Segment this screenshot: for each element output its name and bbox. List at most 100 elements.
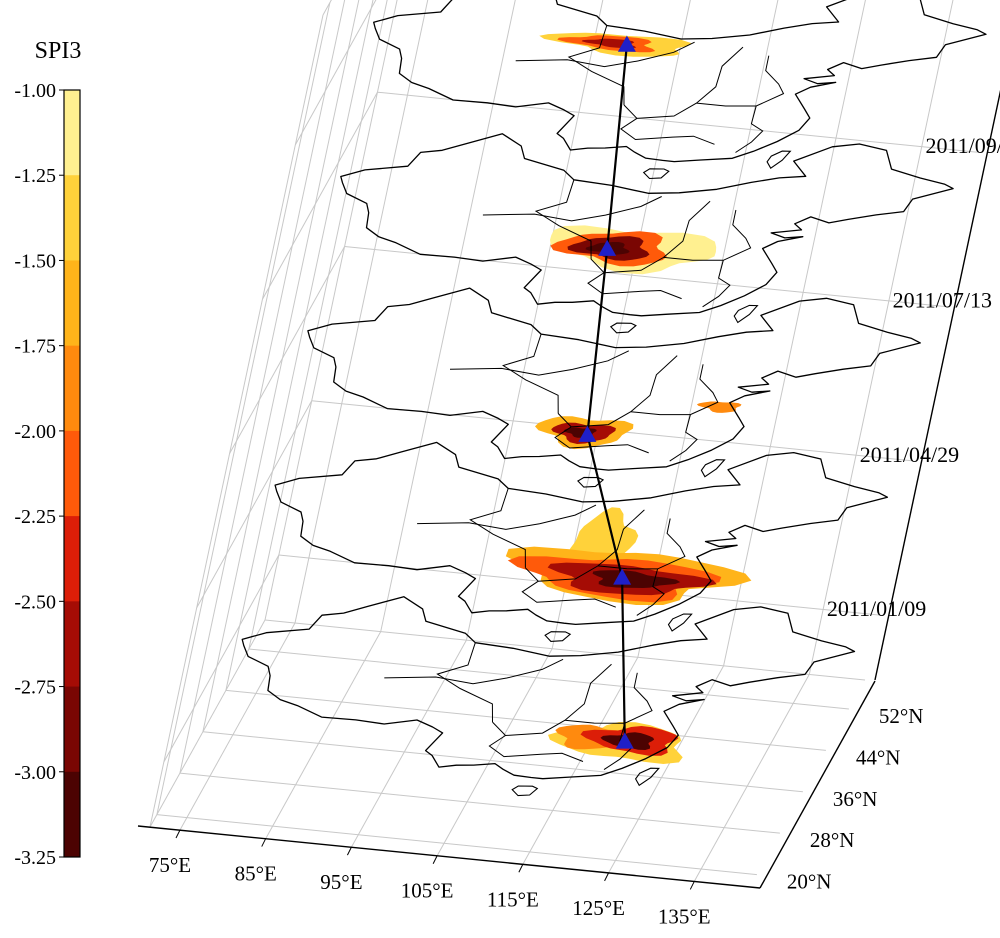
x-tick-mark: [175, 829, 181, 839]
china-boundary: [274, 441, 889, 626]
x-tick-label: 115°E: [487, 887, 539, 911]
interior-boundary: [436, 642, 493, 723]
y-tick-label: 28°N: [810, 828, 855, 852]
x-tick-label: 125°E: [572, 896, 625, 920]
colorbar-tick-label: -1.25: [14, 165, 56, 187]
interior-boundary: [521, 580, 616, 608]
grid-line-floor: [265, 631, 382, 839]
x-tick-mark: [689, 881, 695, 890]
interior-boundary: [564, 672, 653, 724]
colorbar-segment: [64, 175, 80, 261]
colorbar-frame: [63, 89, 81, 858]
interior-boundary: [696, 55, 785, 107]
colorbar-tick-label: -2.50: [14, 591, 56, 613]
colorbar-segment: [64, 686, 80, 773]
x-tick-mark: [604, 872, 610, 882]
colorbar-tick-label: -3.25: [14, 847, 56, 869]
interior-boundary: [587, 272, 682, 300]
interior-boundary: [449, 350, 630, 376]
colorbar-tick-label: -2.25: [14, 506, 56, 528]
trajectory-marker: [613, 568, 632, 585]
colorbar-segment: [64, 345, 80, 432]
colorbar-tick-label: -2.00: [14, 421, 56, 443]
grid-line-left-horizontal: [163, 554, 280, 763]
taiwan-outline: [667, 613, 693, 632]
x-tick-mark: [261, 838, 267, 847]
pane-edge: [149, 619, 266, 828]
z-axis-line: [874, 89, 1000, 681]
grid-line-floor: [693, 674, 810, 882]
trajectory-marker: [615, 732, 634, 749]
grid-line-left-vertical: [202, 0, 360, 732]
taiwan-outline: [700, 459, 726, 478]
interior-boundary: [636, 568, 665, 616]
interior-boundary: [735, 105, 764, 153]
interior-boundary: [620, 117, 715, 145]
taiwan-outline: [634, 767, 660, 787]
colorbar-segment: [64, 771, 80, 858]
trajectory-marker: [598, 239, 617, 256]
interior-boundary: [554, 426, 649, 454]
y-tick-label: 20°N: [787, 870, 832, 894]
interior-boundary: [482, 196, 662, 222]
grid-line-left-vertical: [225, 0, 374, 691]
pane-edge: [264, 619, 866, 681]
interior-boundary: [663, 209, 752, 261]
grid-line-left-vertical: [248, 0, 388, 650]
grid-line-floor: [179, 772, 780, 834]
x-tick-mark: [346, 846, 352, 856]
interior-boundary: [502, 333, 559, 414]
interior-boundary: [702, 260, 731, 308]
hainan-outline: [642, 168, 670, 180]
colorbar: SPI3 -1.00 -1.25 -1.50 -1.75 -2.00 -2.25 -2.50 -…: [14, 38, 81, 869]
map-fill: [341, 134, 953, 316]
z-tick-label: 2011/04/29: [860, 442, 959, 467]
colorbar-tick-label: -1.00: [14, 80, 56, 102]
x-tick-label: 85°E: [235, 862, 277, 886]
y-tick-label: 44°N: [856, 745, 901, 769]
trajectory-layer: [578, 35, 636, 749]
z-tick-label: 2011/09/26: [925, 133, 1000, 158]
colorbar-segment: [64, 260, 80, 347]
interior-boundary: [469, 488, 526, 568]
trajectory-marker: [578, 425, 597, 442]
china-boundary: [373, 0, 987, 163]
taiwan-outline: [766, 150, 792, 169]
grid-line-back-vertical: [380, 0, 516, 632]
map-level-2011-01-09: [241, 596, 856, 797]
colorbar-segment: [64, 516, 80, 602]
interior-boundary: [567, 25, 625, 106]
z-tick-label: 2011/11/16: [958, 0, 1000, 4]
china-boundary: [340, 133, 954, 317]
z-tick-label: 2011/07/13: [893, 287, 992, 312]
grid-line-floor: [225, 689, 826, 751]
hainan-outline: [544, 631, 572, 642]
grid-line-floor: [608, 665, 725, 874]
x-tick-mark: [432, 855, 438, 864]
pane-edge: [264, 0, 398, 621]
taiwan-outline: [733, 304, 759, 324]
map-fill: [242, 597, 854, 779]
grid-line-left-horizontal: [229, 246, 346, 454]
x-tick-mark: [518, 864, 524, 873]
grid-line-back-vertical: [723, 0, 866, 666]
grid-line-back-vertical: [294, 0, 429, 624]
x-axis-line: [137, 825, 761, 889]
interior-boundary: [384, 658, 564, 685]
hainan-outline: [577, 476, 605, 488]
interior-boundary: [630, 364, 719, 416]
map-fill: [308, 288, 920, 470]
trajectory-marker: [617, 35, 636, 52]
interior-boundary: [597, 518, 686, 570]
tick-labels-layer: 75°E 85°E 95°E 105°E 115°E 125°E 135°E 20°N 28°N…: [149, 0, 1000, 928]
y-axis-line: [759, 680, 876, 889]
china-boundary: [241, 596, 856, 780]
interior-boundary: [488, 735, 584, 762]
grid-line-left-horizontal: [262, 91, 378, 300]
x-tick-label: 105°E: [401, 879, 454, 903]
grid-line-floor: [156, 814, 757, 876]
y-tick-label: 36°N: [833, 787, 878, 811]
colorbar-tick-label: -1.75: [14, 336, 56, 358]
colorbar-tick-label: -1.50: [14, 250, 56, 272]
interior-boundary: [417, 504, 597, 530]
